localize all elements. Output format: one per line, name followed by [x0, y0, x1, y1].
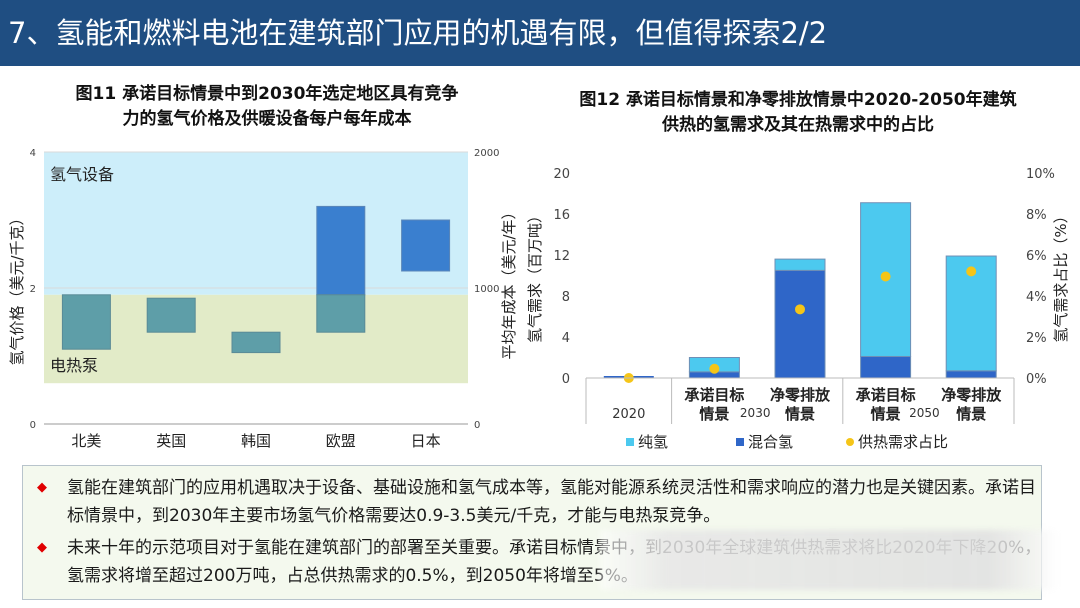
heat-share-marker: [966, 266, 977, 277]
heat-share-marker: [709, 363, 720, 374]
y-tick-label: 8: [562, 290, 570, 305]
blend-hydrogen-bar: [945, 370, 997, 379]
x-category-label: 北美: [71, 432, 101, 450]
legend-swatch: [626, 438, 634, 446]
y-right-tick-label: 0: [474, 420, 480, 431]
y-right-tick-label: 4%: [1026, 290, 1047, 305]
legend-swatch: [736, 438, 744, 446]
y-right-tick-label: 8%: [1026, 208, 1047, 223]
x-category-label: 英国: [156, 432, 186, 450]
x-category-label: 承诺目标: [684, 386, 744, 404]
blend-hydrogen-bar: [860, 355, 912, 379]
price-range-box: [61, 294, 111, 350]
y-right-tick-label: 10%: [1026, 167, 1055, 182]
legend-label: 纯氢: [638, 433, 668, 451]
y-tick-label: 12: [553, 249, 570, 264]
pure-hydrogen-bar: [774, 258, 826, 271]
heat-pump-label: 电热泵: [50, 356, 98, 375]
y-tick-label: 4: [30, 148, 36, 159]
y-right-tick-label: 2000: [474, 148, 499, 159]
x-category-label: 情景: [871, 405, 901, 423]
y-tick-label: 2: [30, 284, 36, 295]
x-category-label: 净零排放: [770, 386, 831, 404]
y-right-tick-label: 0%: [1026, 372, 1047, 387]
blurred-watermark: [600, 530, 1058, 590]
bullet-diamond-icon: ◆: [37, 480, 47, 495]
legend-swatch: [846, 438, 854, 446]
group-label: 2020: [612, 407, 645, 422]
x-category-label: 欧盟: [326, 432, 356, 450]
y-right-tick-label: 1000: [474, 284, 499, 295]
heat-share-marker: [795, 304, 805, 315]
figure12-title-line2: 供热的氢需求及其在热需求中的占比: [662, 115, 934, 135]
figure11-title-line1: 图11 承诺目标情景中到2030年选定地区具有竞争: [75, 84, 459, 104]
y-axis-title: 氢气价格（美元/千克）: [8, 210, 26, 365]
price-range-box: [316, 205, 366, 296]
y-tick-label: 0: [30, 420, 36, 431]
y-tick-label: 4: [562, 331, 570, 346]
bullet-text: 氢能在建筑部门的应用机遇取决于设备、基础设施和氢气成本等，氢能对能源系统灵活性和…: [67, 478, 1036, 526]
figure12-title-line1: 图12 承诺目标情景和净零排放情景中2020-2050年建筑: [579, 90, 1017, 110]
figure11-title: 图11 承诺目标情景中到2030年选定地区具有竞争 力的氢气价格及供暖设备每户每…: [22, 82, 512, 132]
price-range-box: [401, 219, 451, 272]
hydrogen-equipment-label: 氢气设备: [50, 165, 114, 184]
legend-label: 混合氢: [748, 433, 793, 451]
y-right-axis-title: 氢气需求占比（%）: [1052, 208, 1070, 342]
y-tick-label: 0: [562, 372, 570, 387]
slide-title: 7、氢能和燃料电池在建筑部门应用的机遇有限，但值得探索2/2: [8, 16, 828, 50]
y-tick-label: 20: [553, 167, 570, 182]
x-category-label: 情景: [785, 405, 815, 423]
heat-share-marker: [880, 271, 891, 282]
y-tick-label: 16: [553, 208, 570, 223]
x-category-label: 净零排放: [941, 386, 1002, 404]
title-bar: 7、氢能和燃料电池在建筑部门应用的机遇有限，但值得探索2/2: [0, 0, 1080, 66]
bullet-diamond-icon: ◆: [37, 540, 47, 555]
y-axis-title: 氢气需求（百万吨）: [526, 208, 544, 343]
figure11-title-line2: 力的氢气价格及供暖设备每户每年成本: [122, 109, 412, 129]
figure12-title: 图12 承诺目标情景和净零排放情景中2020-2050年建筑 供热的氢需求及其在…: [528, 88, 1068, 138]
legend-label: 供热需求占比: [858, 433, 948, 451]
y-right-axis-title: 平均年成本（美元/年）: [500, 204, 518, 359]
x-category-label: 日本: [411, 432, 441, 450]
blend-hydrogen-bar: [774, 269, 826, 379]
figure12-chart: 0 4 8 12 16 20 0% 2% 4% 6% 8% 10% 氢气需求（百万吨） 氢气需求占比（%）…: [526, 167, 1070, 451]
price-range-box: [231, 331, 281, 354]
x-category-label: 情景: [956, 405, 986, 423]
group-label: 2030: [740, 406, 771, 420]
x-category-label: 承诺目标: [856, 386, 916, 404]
y-right-tick-label: 6%: [1026, 249, 1047, 264]
price-range-box: [316, 294, 366, 333]
price-range-box: [146, 297, 196, 333]
y-right-tick-label: 2%: [1026, 331, 1047, 346]
x-category-label: 韩国: [241, 432, 271, 450]
group-label: 2050: [909, 406, 940, 420]
hydrogen-equipment-band: [44, 152, 468, 295]
x-category-label: 情景: [699, 405, 729, 423]
